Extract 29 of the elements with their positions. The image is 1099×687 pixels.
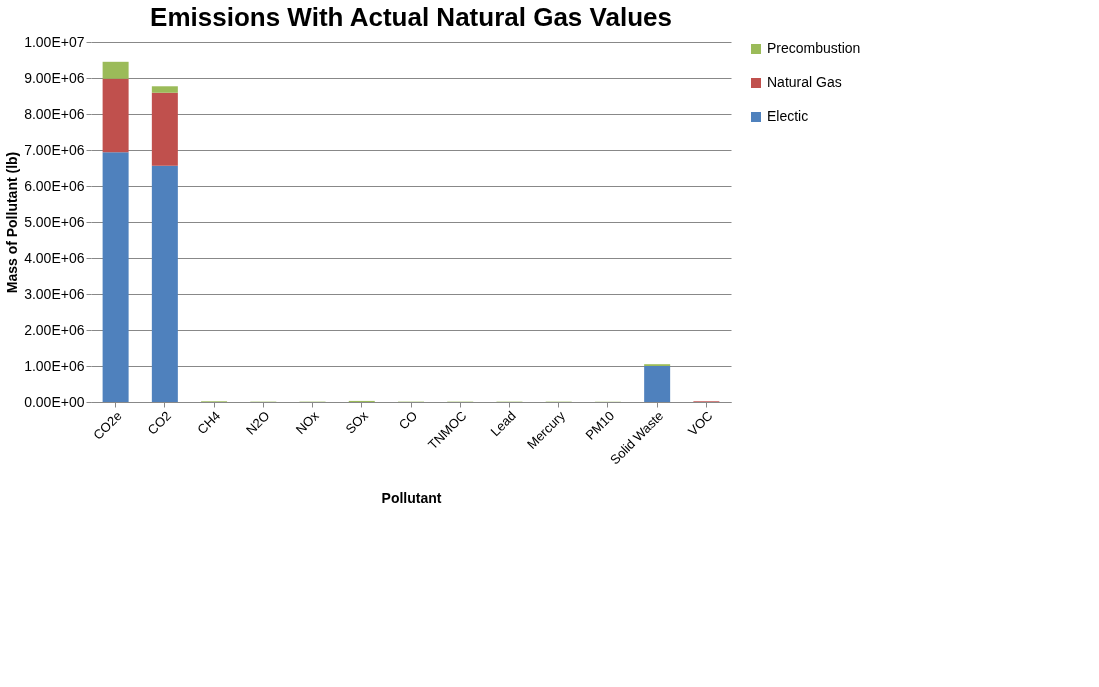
y-tick-label: 3.00E+06 [24,285,85,302]
y-tick-label: 8.00E+06 [24,105,85,122]
bar [644,366,671,402]
chart-title: Emissions With Actual Natural Gas Values [150,2,672,32]
bar [151,165,178,402]
y-tick-label: 6.00E+06 [24,177,85,194]
bar [151,92,178,166]
bar [102,78,129,153]
y-tick-label: 2.00E+06 [24,321,85,338]
x-axis-title: Pollutant [381,490,442,507]
y-axis-title: Mass of Pollutant (lb) [4,151,21,294]
x-tick-label: NOx [292,407,323,438]
x-tick-label: CH4 [194,408,224,438]
y-tick-label: 0.00E+00 [24,393,85,410]
bar [151,86,178,93]
x-tick-label: VOC [685,408,716,439]
y-tick-label: 1.00E+06 [24,357,85,374]
x-tick-label: CO [395,408,421,433]
y-tick-label: 7.00E+06 [24,141,85,158]
y-tick-label: 1.00E+07 [24,33,85,50]
legend-label: Natural Gas [767,74,842,90]
bar [102,61,129,79]
x-tick-label: SOx [342,407,372,437]
legend-label: Electic [767,108,809,124]
legend-label: Precombustion [767,40,861,56]
bar [102,152,129,402]
y-tick-label: 5.00E+06 [24,213,85,230]
y-tick-label: 9.00E+06 [24,69,85,86]
y-tick-label: 4.00E+06 [24,249,85,266]
